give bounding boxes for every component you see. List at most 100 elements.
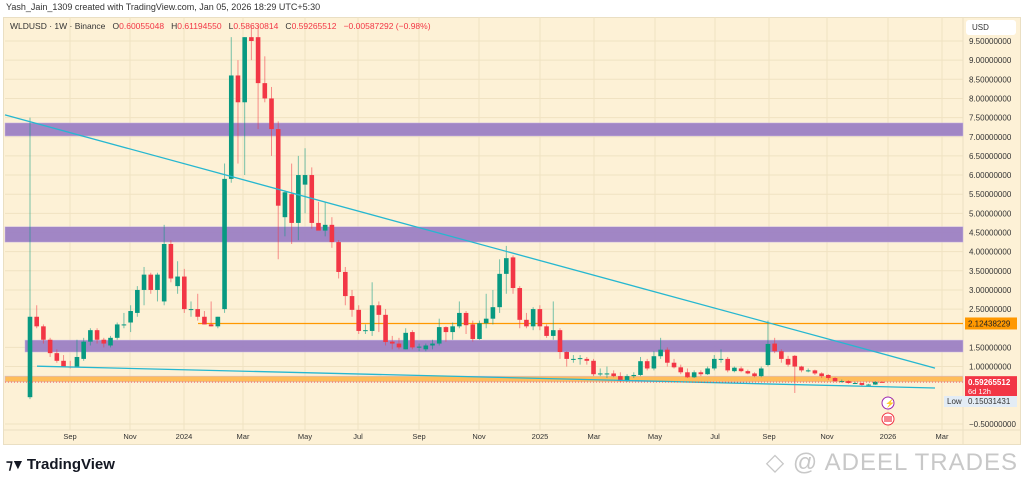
- candle-body: [805, 370, 811, 372]
- candle: [550, 301, 556, 340]
- candle: [249, 25, 254, 61]
- candle: [336, 240, 341, 279]
- candle: [228, 37, 234, 183]
- candle: [195, 293, 201, 321]
- candle: [510, 255, 516, 294]
- candle-body: [54, 353, 60, 361]
- candle-body: [832, 378, 838, 382]
- candle-body: [302, 175, 308, 185]
- candle-body: [758, 368, 764, 377]
- candle-body: [517, 288, 523, 320]
- time-axis-label: Jul: [710, 432, 720, 441]
- candle-body: [591, 360, 596, 375]
- price-axis-label: 9.50000000: [969, 37, 1012, 46]
- candle-body: [195, 309, 201, 317]
- low-price-text: 0.15031431: [968, 397, 1011, 406]
- candle: [758, 366, 764, 378]
- price-axis-label: 6.00000000: [969, 171, 1012, 180]
- candle: [457, 301, 462, 329]
- candle: [450, 322, 455, 340]
- candle: [718, 349, 724, 363]
- candle: [403, 328, 408, 350]
- candle-body: [101, 339, 107, 344]
- time-axis-label: Mar: [588, 432, 601, 441]
- candle: [631, 372, 637, 379]
- candle: [396, 337, 402, 350]
- symbol-label[interactable]: WLDUSD · 1W · Binance: [10, 21, 106, 31]
- candle: [430, 339, 435, 350]
- countdown-text: 6d 12h: [968, 387, 991, 396]
- candle-body: [698, 372, 704, 375]
- candle-body: [41, 326, 46, 340]
- price-axis-label: 4.50000000: [969, 229, 1012, 238]
- candle-body: [289, 194, 294, 223]
- candle: [114, 322, 120, 340]
- candle: [611, 370, 616, 378]
- candle: [61, 355, 66, 367]
- candle: [530, 307, 536, 331]
- candle-body: [463, 312, 469, 326]
- candle: [483, 293, 489, 329]
- candle-body: [410, 332, 415, 348]
- candle-body: [296, 175, 301, 223]
- candle: [222, 163, 227, 313]
- price-axis-label: 8.00000000: [969, 94, 1012, 103]
- candle-body: [436, 327, 442, 344]
- candle-body: [336, 242, 341, 272]
- candle: [872, 381, 878, 385]
- candle-body: [597, 373, 603, 375]
- candle-body: [343, 271, 348, 297]
- candle: [497, 259, 502, 313]
- candle-body: [738, 368, 744, 372]
- time-axis-label: 2024: [176, 432, 193, 441]
- candle: [711, 355, 717, 371]
- last-price-tag: [965, 376, 1017, 398]
- price-axis-label: 8.50000000: [969, 75, 1012, 84]
- candle-body: [611, 373, 616, 377]
- candle: [826, 374, 831, 380]
- candle-body: [141, 274, 147, 290]
- candle: [383, 309, 388, 346]
- candle: [208, 301, 214, 327]
- candle-body: [155, 274, 160, 290]
- candle-body: [678, 367, 684, 373]
- candle: [262, 56, 268, 103]
- candle: [584, 356, 590, 365]
- candle-body: [249, 37, 254, 41]
- currency-selector[interactable]: USD: [966, 20, 1016, 35]
- price-axis-label: 3.50000000: [969, 267, 1012, 276]
- time-axis-label: Mar: [936, 432, 949, 441]
- candle: [665, 347, 670, 367]
- candle-body: [61, 360, 66, 367]
- candle-body: [450, 326, 455, 333]
- candle: [443, 326, 449, 342]
- candle-body: [376, 305, 382, 315]
- candle: [779, 349, 784, 363]
- candle: [658, 337, 663, 359]
- time-axis-label: Nov: [820, 432, 834, 441]
- candle-body: [396, 343, 402, 348]
- candle: [591, 358, 596, 377]
- candle-body: [329, 224, 335, 243]
- candle-body: [168, 243, 174, 279]
- price-axis-label: 6.50000000: [969, 152, 1012, 161]
- price-axis-label: 7.00000000: [969, 133, 1012, 142]
- candle-body: [161, 243, 167, 302]
- candle-body: [242, 37, 247, 103]
- candle: [121, 312, 127, 329]
- candle: [41, 324, 46, 344]
- candle-body: [564, 351, 569, 359]
- candle-body: [255, 37, 261, 84]
- tradingview-logo[interactable]: ⁊▼ TradingView: [6, 456, 115, 473]
- time-axis-label: May: [648, 432, 662, 441]
- candle-body: [752, 373, 757, 377]
- candle-body: [269, 98, 274, 130]
- candle: [322, 201, 328, 237]
- candle-body: [544, 326, 549, 336]
- candle-body: [497, 273, 502, 308]
- time-axis-label: Mar: [237, 432, 250, 441]
- candle-body: [691, 372, 697, 378]
- candle-body: [275, 129, 281, 206]
- candle: [772, 337, 777, 354]
